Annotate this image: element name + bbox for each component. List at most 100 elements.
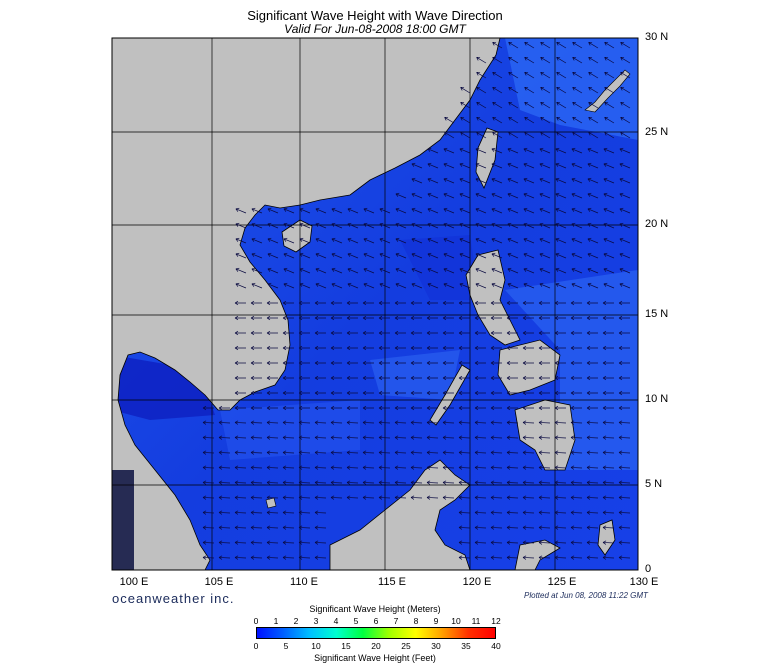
wave-arrow — [314, 510, 327, 515]
wave-arrow — [234, 375, 246, 381]
wave-arrow — [587, 192, 599, 199]
wave-arrow — [572, 131, 583, 139]
wave-arrow — [538, 420, 551, 425]
wave-arrow — [507, 147, 519, 154]
wave-arrow — [570, 420, 583, 425]
wave-arrow — [442, 360, 454, 366]
wave-arrow — [378, 315, 390, 321]
wave-arrow — [540, 131, 551, 139]
wave-arrow — [507, 237, 519, 244]
wave-arrow — [282, 555, 295, 560]
wave-arrow — [234, 480, 247, 485]
wave-arrow — [603, 222, 615, 229]
wave-arrow — [426, 405, 438, 411]
wave-arrow — [587, 147, 599, 154]
wave-arrow — [378, 300, 390, 306]
wave-arrow — [234, 405, 246, 411]
wave-arrow — [474, 360, 486, 366]
wave-arrow — [378, 375, 390, 381]
wave-arrow — [298, 480, 311, 485]
colorbar-title-meters: Significant Wave Height (Meters) — [309, 604, 441, 614]
wave-arrow — [378, 450, 391, 455]
wave-arrow — [411, 192, 423, 199]
wave-arrow — [250, 390, 262, 396]
wave-arrow — [586, 315, 598, 321]
wave-arrow — [538, 540, 551, 545]
wave-arrow — [539, 207, 551, 214]
sea-patch-southwest — [220, 400, 360, 460]
wave-arrow — [603, 192, 615, 199]
wave-arrow — [235, 282, 247, 289]
wave-arrow — [522, 300, 534, 306]
wave-arrow — [331, 237, 343, 244]
andaman-sea-dark — [112, 470, 134, 570]
wave-arrow — [394, 480, 407, 485]
meter-tick-label: 8 — [413, 616, 419, 626]
wave-arrow — [522, 450, 535, 455]
wave-arrow — [524, 101, 535, 109]
wave-arrow — [618, 420, 631, 425]
wave-arrow — [570, 495, 583, 500]
wave-arrow — [555, 147, 567, 154]
wave-arrow — [602, 540, 615, 545]
meter-tick-label: 9 — [433, 616, 439, 626]
wave-arrow — [475, 252, 487, 259]
wave-arrow — [411, 222, 423, 229]
wave-arrow — [234, 540, 247, 545]
wave-arrow — [234, 525, 247, 530]
wave-arrow — [442, 300, 454, 306]
wave-arrow — [442, 345, 454, 351]
wave-arrow — [458, 360, 470, 366]
wave-arrow — [604, 41, 615, 49]
wave-arrow — [427, 192, 439, 199]
wave-arrow — [618, 540, 631, 545]
wave-arrow — [474, 375, 486, 381]
wave-arrow — [330, 450, 343, 455]
wave-arrow — [218, 540, 231, 545]
wave-arrow — [554, 405, 566, 411]
wave-arrow — [490, 345, 502, 351]
wave-arrow — [555, 207, 567, 214]
wave-arrow — [506, 510, 519, 515]
wave-arrow — [523, 282, 535, 289]
wave-arrow — [556, 101, 567, 109]
wave-arrow — [570, 360, 582, 366]
wave-arrow — [426, 345, 438, 351]
wave-arrow — [266, 465, 279, 470]
wave-arrow — [522, 495, 535, 500]
wave-arrow — [506, 345, 518, 351]
wave-arrow — [202, 540, 215, 545]
wave-arrow — [362, 315, 374, 321]
wave-arrow — [395, 252, 407, 259]
wave-arrow — [283, 282, 295, 289]
wave-arrow — [266, 435, 279, 440]
wave-arrow — [362, 495, 375, 500]
wave-arrow — [554, 465, 567, 470]
lat-lon-grid — [112, 38, 638, 570]
wave-arrow — [330, 300, 342, 306]
wave-arrow — [266, 525, 279, 530]
wave-arrow — [410, 480, 423, 485]
wave-arrow — [506, 555, 519, 560]
wave-arrow — [586, 480, 599, 485]
wave-arrow — [538, 495, 551, 500]
wave-arrow — [603, 177, 615, 184]
wave-arrow — [314, 345, 326, 351]
wave-arrow — [459, 162, 471, 169]
wave-arrow — [347, 282, 359, 289]
wave-arrow — [315, 222, 327, 229]
wave-arrow — [603, 252, 615, 259]
wave-arrow — [458, 465, 471, 470]
wave-arrow — [620, 116, 631, 124]
wave-arrow — [411, 177, 423, 184]
wave-arrow — [522, 465, 535, 470]
wave-arrow — [426, 375, 438, 381]
wave-arrow — [490, 405, 502, 411]
wave-arrow — [490, 525, 503, 530]
wave-arrow — [378, 360, 390, 366]
wave-arrow — [298, 540, 311, 545]
wave-arrow — [346, 480, 359, 485]
wave-arrow — [556, 71, 567, 79]
wave-arrow — [490, 435, 503, 440]
meter-tick-label: 4 — [333, 616, 339, 626]
